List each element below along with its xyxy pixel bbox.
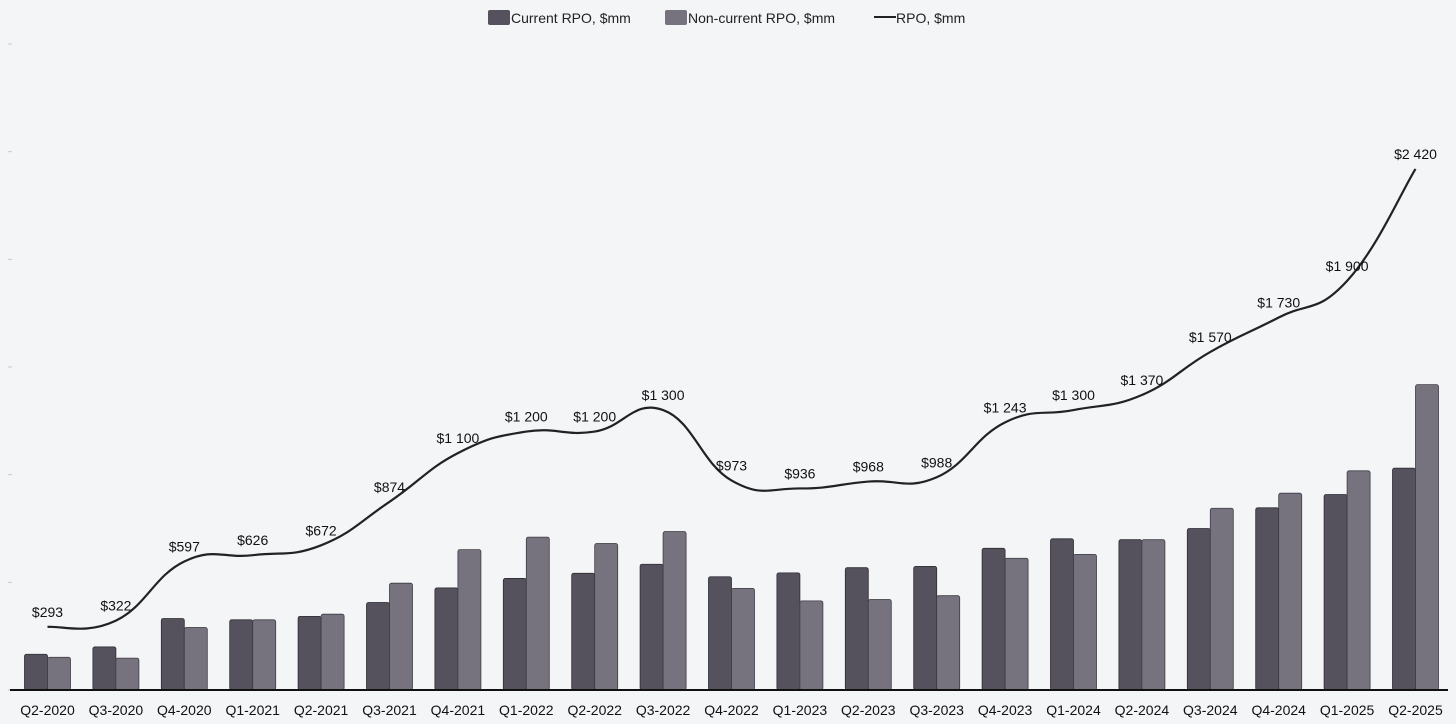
bar-current-rpo <box>24 653 48 691</box>
x-tick-label: Q2-2024 <box>1115 702 1170 718</box>
rpo-line <box>47 168 1417 630</box>
x-tick-label: Q1-2021 <box>225 702 280 718</box>
bar-noncurrent-rpo <box>457 549 482 691</box>
bar-current-rpo <box>160 618 185 691</box>
rpo-data-label: $1 300 <box>642 387 685 403</box>
bar-current-rpo <box>366 602 390 691</box>
bar-noncurrent-rpo <box>1004 557 1029 691</box>
bar-current-rpo <box>1050 538 1074 691</box>
bar-noncurrent-rpo <box>525 536 550 691</box>
rpo-data-label: $1 243 <box>984 399 1027 415</box>
rpo-data-label: $1 900 <box>1326 258 1369 274</box>
bar-noncurrent-rpo <box>115 657 140 691</box>
bar-current-rpo <box>913 565 938 691</box>
bar-current-rpo <box>1392 467 1416 691</box>
rpo-data-label: $672 <box>306 522 337 538</box>
bar-noncurrent-rpo <box>731 587 755 691</box>
rpo-data-label: $968 <box>853 459 884 475</box>
bar-current-rpo <box>571 572 596 691</box>
bar-current-rpo <box>1323 494 1348 691</box>
x-tick-label: Q3-2021 <box>362 702 417 718</box>
rpo-data-label: $1 570 <box>1189 329 1232 345</box>
bar-current-rpo <box>708 576 732 691</box>
bar-noncurrent-rpo <box>47 656 71 691</box>
x-tick-label: Q2-2020 <box>20 702 75 718</box>
bar-current-rpo <box>1186 528 1211 691</box>
x-axis-tick-labels: Q2-2020 Q3-2020 Q4-2020 Q1-2021 Q2-2021 Q3-20… <box>20 702 1443 718</box>
bar-noncurrent-rpo <box>320 613 345 691</box>
bar-noncurrent-rpo <box>662 531 687 691</box>
rpo-data-label: $1 200 <box>573 409 616 425</box>
bar-current-rpo <box>1255 507 1280 691</box>
bar-current-rpo <box>981 547 1006 691</box>
rpo-data-label: $322 <box>100 598 131 614</box>
legend-swatch-current-rpo <box>488 10 510 25</box>
bar-noncurrent-rpo <box>799 600 824 691</box>
rpo-data-label: $2 420 <box>1394 146 1437 162</box>
bar-current-rpo <box>434 587 459 691</box>
rpo-data-label: $1 300 <box>1052 387 1095 403</box>
rpo-data-label: $874 <box>374 479 405 495</box>
x-tick-label: Q2-2022 <box>567 702 622 718</box>
rpo-data-label: $626 <box>237 532 268 548</box>
x-tick-label: Q4-2022 <box>704 702 759 718</box>
x-tick-label: Q3-2023 <box>909 702 964 718</box>
data-labels: $293 $322 $597 $626 $672 $874 $1 100 $1 200 $1 2… <box>32 146 1437 620</box>
bar-current-rpo <box>297 615 322 691</box>
x-tick-label: Q2-2023 <box>841 702 896 718</box>
bar-current-rpo <box>92 646 117 691</box>
legend-label-current-rpo: Current RPO, $mm <box>511 10 631 26</box>
bar-noncurrent-rpo <box>1073 553 1097 691</box>
x-tick-label: Q2-2025 <box>1388 702 1443 718</box>
legend-label-rpo: RPO, $mm <box>896 10 965 26</box>
x-tick-label: Q1-2023 <box>773 702 828 718</box>
x-tick-label: Q4-2020 <box>157 702 212 718</box>
rpo-data-label: $936 <box>784 465 815 481</box>
x-tick-label: Q1-2024 <box>1046 702 1101 718</box>
rpo-data-label: $293 <box>32 604 63 620</box>
rpo-data-label: $1 200 <box>505 409 548 425</box>
bar-noncurrent-rpo <box>594 543 619 691</box>
bar-noncurrent-rpo <box>1141 539 1166 691</box>
y-axis-ticks <box>8 43 12 691</box>
legend-label-noncurrent-rpo: Non-current RPO, $mm <box>688 10 835 26</box>
bar-current-rpo <box>639 563 664 691</box>
bar-noncurrent-rpo <box>1209 507 1234 691</box>
rpo-data-label: $1 730 <box>1257 294 1300 310</box>
bar-current-rpo <box>1118 539 1143 691</box>
bar-current-rpo <box>229 619 254 691</box>
x-tick-label: Q4-2024 <box>1251 702 1306 718</box>
x-tick-label: Q1-2022 <box>499 702 554 718</box>
rpo-data-label: $597 <box>169 538 200 554</box>
bar-noncurrent-rpo <box>867 599 892 691</box>
x-tick-label: Q3-2024 <box>1183 702 1238 718</box>
x-tick-label: Q4-2021 <box>431 702 486 718</box>
x-tick-label: Q1-2025 <box>1320 702 1375 718</box>
bar-current-rpo <box>844 567 869 691</box>
x-tick-label: Q4-2023 <box>978 702 1033 718</box>
bar-noncurrent-rpo <box>1278 492 1303 691</box>
bar-noncurrent-rpo <box>936 595 961 691</box>
bar-noncurrent-rpo <box>1346 470 1371 691</box>
rpo-data-label: $1 370 <box>1120 372 1163 388</box>
x-tick-label: Q3-2020 <box>89 702 144 718</box>
legend-swatch-noncurrent-rpo <box>665 10 687 25</box>
rpo-data-label: $973 <box>716 457 747 473</box>
rpo-data-label: $1 100 <box>436 430 479 446</box>
bar-noncurrent-rpo <box>1415 384 1439 691</box>
legend: Current RPO, $mm Non-current RPO, $mm RP… <box>488 10 965 26</box>
x-tick-label: Q2-2021 <box>294 702 349 718</box>
bar-noncurrent-rpo <box>252 619 277 691</box>
bars <box>24 384 1439 691</box>
bar-current-rpo <box>502 578 527 691</box>
x-tick-label: Q3-2022 <box>636 702 691 718</box>
bar-noncurrent-rpo <box>389 582 413 691</box>
bar-current-rpo <box>776 572 801 691</box>
bar-noncurrent-rpo <box>183 627 208 691</box>
rpo-data-label: $988 <box>921 454 952 470</box>
